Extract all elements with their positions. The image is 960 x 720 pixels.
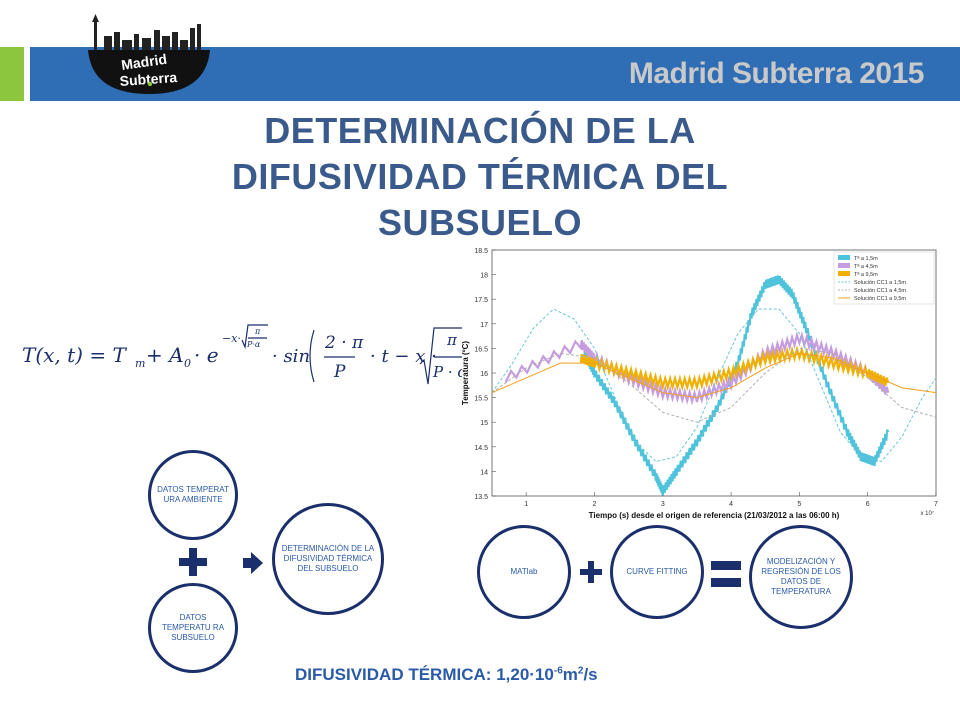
legend-label: Tª a 9,5m (854, 271, 878, 278)
flow-circle-modeling: MODELIZACIÓN Y REGRESIÓN DE LOS DATOS DE… (749, 525, 853, 629)
series-line-0 (583, 275, 890, 496)
legend-swatch (838, 271, 850, 276)
flow-circle-modeling-label: MODELIZACIÓN Y REGRESIÓN DE LOS DATOS DE… (761, 557, 841, 596)
heat-equation-formula: T(x, t) = T m + A 0 · e −x· π P·α · sin … (22, 324, 462, 385)
formula-sqrt-num: π (446, 331, 458, 349)
series-line-2 (579, 345, 890, 392)
series-line-4 (491, 347, 937, 423)
y-tick-label: 16 (480, 371, 488, 378)
flow-circle-matlab-label: MATlab (510, 567, 538, 576)
formula-sqrt-den: P · α (432, 363, 462, 381)
legend-swatch (838, 255, 850, 260)
y-axis-label: Temperatura (ºC) (461, 341, 470, 405)
legend-label: Tª a 1,5m (854, 255, 878, 262)
result-value: 1,20·10 (496, 665, 554, 684)
arrow-right-icon (243, 552, 263, 574)
formula-frac-num: 2 · π (324, 333, 364, 353)
x-axis-label: Tiempo (s) desde el origen de referencia… (589, 511, 840, 520)
y-tick-label: 18 (480, 273, 488, 280)
x-tick-label: 4 (729, 501, 733, 508)
title-line-2: DIFUSIVIDAD TÉRMICA DEL (231, 156, 729, 197)
flow-circle-soil-temp-label: DATOS TEMPERATU RA SUBSUELO (161, 613, 225, 642)
flow-circle-air-temp: DATOS TEMPERAT URA AMBIENTE (148, 450, 238, 540)
header-accent-tab (0, 47, 24, 101)
title-line-1: DETERMINACIÓN DE LA (264, 110, 696, 151)
equals-icon (711, 559, 741, 589)
flow-circle-curve-fitting-label: CURVE FITTING (626, 567, 688, 576)
formula-sin: · sin (272, 346, 310, 367)
formula-a-sub: 0 (184, 357, 191, 370)
legend-box (833, 251, 935, 305)
madrid-subterra-logo: Madrid Subterra (88, 14, 210, 94)
x-multiplier-label: x 10⁷ (920, 510, 934, 517)
y-tick-label: 16.5 (474, 346, 488, 353)
formula-exp-prefix: −x· (222, 332, 241, 345)
formula-lhs: T(x, t) = T (22, 343, 127, 367)
series-line-3 (491, 308, 937, 463)
flow-circle-determination: DETERMINACIÓN DE LA DIFUSIVIDAD TÉRMICA … (272, 503, 384, 615)
series-line-5 (491, 352, 937, 399)
slide-title: DETERMINACIÓN DE LA DIFUSIVIDAD TÉRMICA … (120, 108, 840, 246)
plus-icon-right (580, 561, 602, 583)
formula-frac-den: P (333, 362, 346, 382)
legend-swatch (838, 263, 850, 268)
formula-plus-a: + A (146, 343, 184, 367)
y-tick-label: 14.5 (474, 445, 488, 452)
flow-circle-soil-temp: DATOS TEMPERATU RA SUBSUELO (148, 583, 238, 673)
x-tick-label: 7 (934, 501, 938, 508)
x-tick-label: 3 (661, 501, 665, 508)
flow-circle-matlab: MATlab (477, 525, 571, 619)
flow-circle-determination-label: DETERMINACIÓN DE LA DIFUSIVIDAD TÉRMICA … (281, 544, 375, 573)
flow-circle-air-temp-label: DATOS TEMPERAT URA AMBIENTE (157, 485, 229, 504)
temperature-chart: 13.5 14 14.5 15 15.5 16 16.5 17 17.5 18 18.5 1 2 3 4 5 6… (461, 248, 938, 520)
formula-tm-sub: m (135, 357, 145, 370)
plus-icon (179, 548, 207, 576)
result-unit: m (562, 665, 578, 684)
y-tick-label: 13.5 (474, 494, 488, 501)
result-unit-tail: /s (583, 665, 598, 684)
formula-exp-num: π (254, 327, 261, 336)
result-label: DIFUSIVIDAD TÉRMICA: (295, 665, 492, 684)
y-tick-label: 17 (480, 322, 488, 329)
title-line-3: SUBSUELO (377, 202, 583, 243)
svg-text:Madrid: Madrid (120, 51, 168, 73)
legend-label: Solución CC1 a 9,5m (854, 296, 906, 302)
legend-label: Solución CC1 a 1,5m (854, 280, 906, 286)
legend-label: Tª a 4,5m (854, 263, 878, 270)
y-tick-label: 17.5 (474, 297, 488, 304)
svg-text:Subterra: Subterra (119, 69, 178, 89)
flow-circle-curve-fitting: CURVE FITTING (610, 525, 704, 619)
formula-after-frac: · t − x · (370, 346, 437, 367)
legend-label: Solución CC1 a 4,5m (854, 288, 906, 294)
y-tick-label: 14 (480, 469, 488, 476)
x-tick-label: 2 (593, 501, 597, 508)
result-exp: -6 (553, 665, 563, 677)
x-tick-label: 1 (524, 501, 528, 508)
formula-dot-e: · e (194, 343, 219, 367)
y-tick-label: 15 (480, 420, 488, 427)
x-tick-label: 5 (797, 501, 801, 508)
thermal-diffusivity-result: DIFUSIVIDAD TÉRMICA: 1,20·10-6m2/s (295, 665, 598, 685)
y-tick-label: 15.5 (474, 396, 488, 403)
brand-title: Madrid Subterra 2015 (628, 57, 925, 90)
formula-exp-den: P·α (246, 340, 261, 349)
y-tick-label: 18.5 (474, 248, 488, 255)
result-unit-exp: 2 (577, 665, 584, 677)
x-tick-label: 6 (866, 501, 870, 508)
